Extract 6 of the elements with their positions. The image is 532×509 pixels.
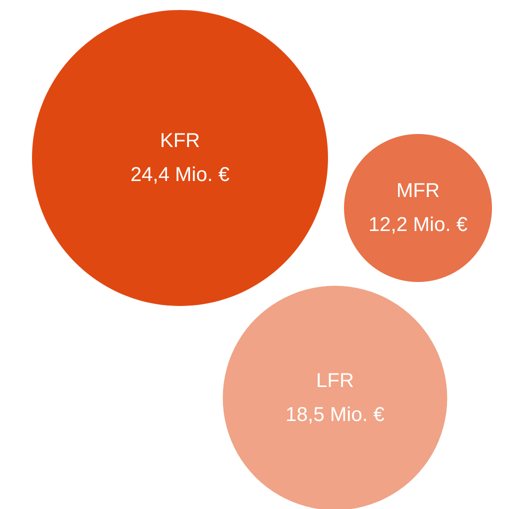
category-label: MFR: [396, 180, 440, 202]
data-label: 12,2 Mio. €: [368, 214, 468, 236]
data-label: 24,4 Mio. €: [130, 164, 230, 186]
data-label: 18,5 Mio. €: [286, 404, 384, 426]
category-label: KFR: [160, 130, 200, 152]
category-label: LFR: [316, 370, 354, 392]
